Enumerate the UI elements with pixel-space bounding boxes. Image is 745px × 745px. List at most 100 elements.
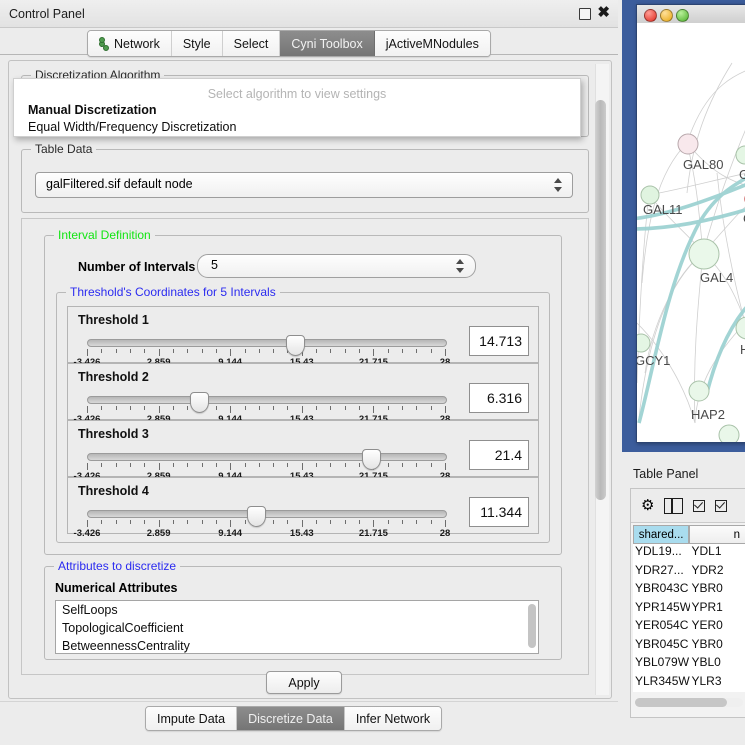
- attributes-to-discretize-group-label: Attributes to discretize: [54, 559, 181, 573]
- table-cell[interactable]: YBR0: [691, 581, 723, 595]
- list-item[interactable]: SelfLoops: [62, 603, 118, 617]
- slider-tick: [230, 463, 232, 470]
- slider-tick-minor: [344, 406, 346, 410]
- table-row[interactable]: YBR043C YBR0: [633, 581, 745, 600]
- table-row[interactable]: YER054C YER0: [633, 618, 745, 637]
- table-cell[interactable]: YDL1: [691, 544, 722, 558]
- slider-tick-minor: [101, 463, 103, 467]
- threshold-4-slider[interactable]: -3.426 2.859 9.144 15.43 21.715 28: [74, 506, 450, 539]
- table-column-header-shared[interactable]: shared...: [633, 525, 690, 544]
- control-panel-body: Discretization Algorithm Table Data galF…: [8, 60, 612, 699]
- tab-impute-data[interactable]: Impute Data: [146, 707, 238, 730]
- table-cell[interactable]: YER0: [691, 618, 723, 632]
- table-cell[interactable]: YDL19...: [635, 544, 682, 558]
- tab-select[interactable]: Select: [222, 31, 281, 56]
- tab-network[interactable]: Network: [88, 31, 172, 56]
- network-canvas[interactable]: GAL80 GA G GAL11 GAL4 GCY1 H HAP2: [637, 23, 745, 442]
- table-cell[interactable]: YBR045C: [635, 636, 689, 651]
- table-row[interactable]: YBR045C YBR0: [633, 637, 745, 656]
- slider-knob[interactable]: [247, 506, 267, 527]
- algorithm-option-manual-discretization[interactable]: Manual Discretization: [28, 103, 157, 117]
- restore-window-icon[interactable]: [579, 8, 591, 20]
- table-column-header-name[interactable]: n: [689, 525, 745, 544]
- threshold-4-value[interactable]: 11.344: [469, 497, 529, 527]
- checkbox-icon[interactable]: [693, 499, 706, 512]
- control-panel-scrollbar-track[interactable]: [595, 64, 609, 695]
- number-of-intervals-stepper[interactable]: 5: [197, 254, 476, 278]
- table-cell[interactable]: YPR145W: [635, 599, 690, 614]
- threshold-1-slider[interactable]: -3.426 2.859 9.144 15.43 21.715 28: [74, 335, 450, 368]
- table-cell[interactable]: YBR043C: [635, 581, 689, 595]
- cyni-mode-tabs: Impute Data Discretize Data Infer Networ…: [145, 706, 443, 731]
- slider-tick-label: 15.43: [289, 528, 314, 539]
- table-cell[interactable]: YDR2: [691, 562, 724, 577]
- checkbox-icon[interactable]: [715, 499, 728, 512]
- close-button[interactable]: [644, 9, 657, 22]
- tab-cyni-toolbox[interactable]: Cyni Toolbox: [280, 31, 375, 56]
- slider-tick-minor: [387, 349, 389, 353]
- slider-track[interactable]: [87, 453, 447, 461]
- table-rows[interactable]: YDL19... YDL1 YDR27... YDR2 YBR043C YBR0 YPR14…: [633, 544, 745, 692]
- page-title: Control Panel: [9, 7, 85, 21]
- threshold-3-slider[interactable]: -3.426 2.859 9.144 15.43 21.715 28: [74, 449, 450, 482]
- close-icon[interactable]: ✖: [597, 4, 610, 21]
- threshold-row-1: Threshold 1 -3.426 2.859 9.144 15.43 21.715 2…: [67, 306, 539, 368]
- list-item[interactable]: BetweennessCentrality: [62, 639, 190, 653]
- tab-infer-network[interactable]: Infer Network: [344, 707, 442, 730]
- minimize-button[interactable]: [660, 9, 673, 22]
- slider-tick-minor: [273, 520, 275, 524]
- stepper-arrows-icon[interactable]: [456, 258, 465, 274]
- table-cell[interactable]: YDR27...: [635, 562, 684, 577]
- slider-track[interactable]: [87, 339, 447, 347]
- table-cell[interactable]: YBL0: [691, 655, 721, 669]
- slider-tick: [445, 520, 446, 527]
- threshold-3-value[interactable]: 21.4: [469, 440, 529, 470]
- table-cell[interactable]: YLR3: [691, 673, 722, 688]
- zoom-button[interactable]: [676, 9, 689, 22]
- slider-tick: [301, 520, 303, 527]
- table-cell[interactable]: YLR345W: [635, 673, 690, 688]
- numerical-attributes-list[interactable]: SelfLoops TopologicalCoefficient Between…: [55, 600, 539, 654]
- columns-icon[interactable]: [664, 497, 684, 514]
- table-row[interactable]: YDL19... YDL1: [633, 544, 745, 563]
- table-row[interactable]: YPR145W YPR1: [633, 600, 745, 619]
- list-item[interactable]: TopologicalCoefficient: [62, 621, 184, 635]
- slider-tick-label: 21.715: [359, 414, 388, 425]
- slider-tick: [87, 406, 88, 413]
- slider-track[interactable]: [87, 510, 447, 518]
- table-data-select-value: galFiltered.sif default node: [46, 177, 193, 191]
- tab-style[interactable]: Style: [171, 31, 223, 56]
- slider-knob[interactable]: [285, 335, 305, 356]
- control-panel: Control Panel ✖ Network Style Select Cyn…: [0, 0, 619, 745]
- tab-jactivemnodules[interactable]: jActiveMNodules: [374, 31, 490, 56]
- threshold-2-value[interactable]: 6.316: [469, 383, 529, 413]
- table-cell[interactable]: YBR0: [691, 636, 723, 651]
- apply-button[interactable]: Apply: [266, 671, 342, 694]
- table-data-select[interactable]: galFiltered.sif default node: [35, 172, 573, 198]
- algorithm-dropdown-popup[interactable]: Select algorithm to view settings Manual…: [13, 78, 581, 137]
- table-row[interactable]: YBL079W YBL0: [633, 655, 745, 674]
- control-panel-scrollbar-thumb[interactable]: [595, 100, 606, 500]
- algorithm-option-equal-width-frequency[interactable]: Equal Width/Frequency Discretization: [28, 120, 237, 134]
- table-horizontal-scrollbar[interactable]: [635, 698, 743, 707]
- slider-tick-minor: [430, 520, 432, 524]
- threshold-2-slider[interactable]: -3.426 2.859 9.144 15.43 21.715 28: [74, 392, 450, 425]
- slider-tick-minor: [273, 406, 275, 410]
- table-row[interactable]: YLR345W YLR3: [633, 674, 745, 693]
- attributes-list-scrollbar[interactable]: [528, 604, 536, 648]
- gear-icon[interactable]: ⚙: [641, 497, 655, 514]
- tab-discretize-data[interactable]: Discretize Data: [237, 707, 345, 730]
- slider-knob[interactable]: [189, 392, 209, 413]
- table-cell[interactable]: YER054C: [635, 618, 689, 632]
- table-row[interactable]: YDR27... YDR2: [633, 563, 745, 582]
- slider-tick-minor: [201, 520, 203, 524]
- network-view-window[interactable]: GAL80 GA G GAL11 GAL4 GCY1 H HAP2: [636, 4, 745, 443]
- table-cell[interactable]: YPR1: [691, 599, 723, 614]
- slider-tick: [445, 463, 446, 470]
- slider-tick: [445, 349, 446, 356]
- slider-tick-label: 28: [440, 357, 451, 368]
- table-cell[interactable]: YBL079W: [635, 655, 690, 669]
- slider-track[interactable]: [87, 396, 447, 404]
- slider-knob[interactable]: [361, 449, 381, 470]
- threshold-1-value[interactable]: 14.713: [469, 326, 529, 356]
